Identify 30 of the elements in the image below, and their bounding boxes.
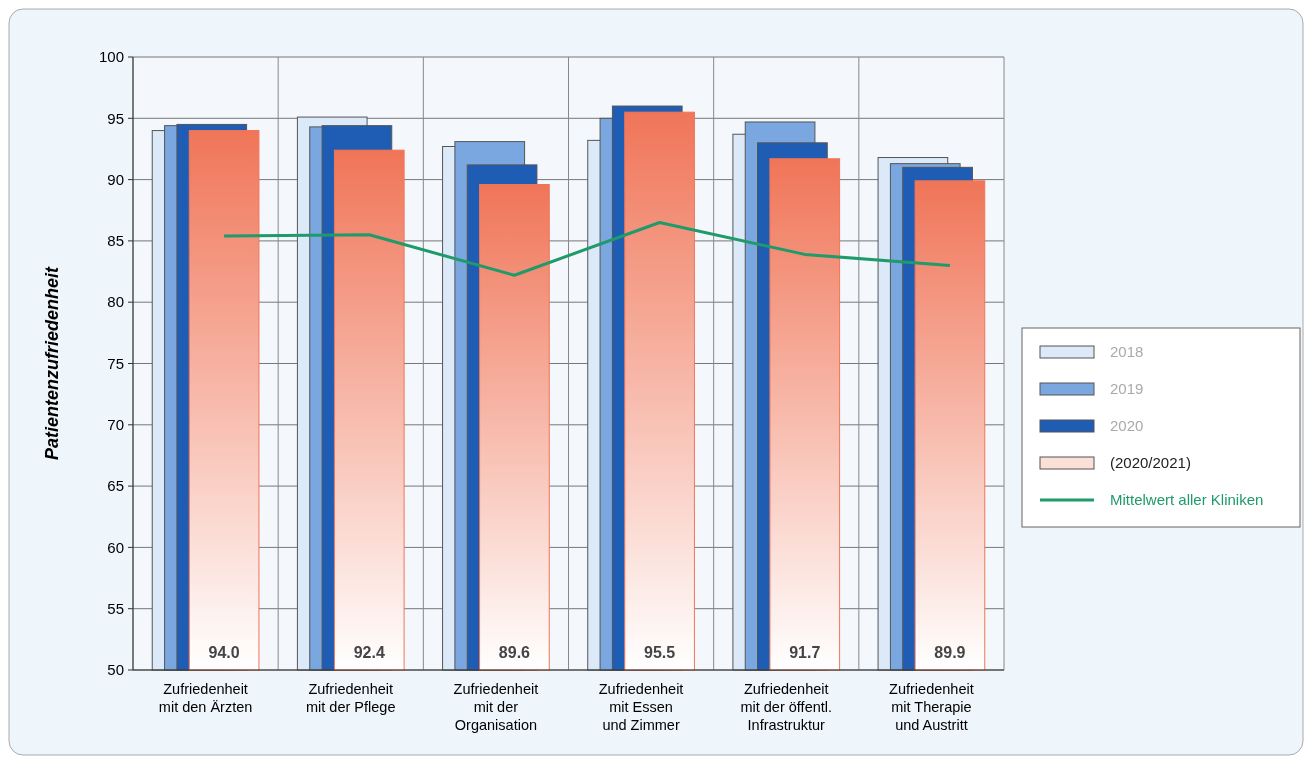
legend-label: (2020/2021) bbox=[1110, 454, 1191, 472]
legend-label: 2019 bbox=[1110, 380, 1144, 398]
x-tick-label: Zufriedenheit mit Essen und Zimmer bbox=[598, 681, 684, 733]
y-tick-label: 75 bbox=[107, 354, 124, 372]
legend-label: Mittelwert aller Kliniken bbox=[1110, 491, 1264, 509]
y-tick-label: 100 bbox=[98, 48, 124, 66]
y-tick-label: 55 bbox=[107, 599, 124, 617]
y-tick-label: 95 bbox=[107, 109, 124, 127]
data-label: 91.7 bbox=[789, 644, 821, 661]
x-tick-label: Zufriedenheit mit der öffentl. Infrastruktur bbox=[740, 681, 833, 733]
data-label: 89.9 bbox=[934, 644, 966, 661]
y-tick-label: 65 bbox=[107, 477, 124, 495]
x-tick-label: Zufriedenheit mit der Pflege bbox=[306, 681, 396, 715]
y-tick-label: 70 bbox=[107, 416, 124, 434]
legend-label: 2020 bbox=[1110, 417, 1144, 435]
x-tick-label: Zufriedenheit mit der Organisation bbox=[453, 681, 539, 733]
data-label: 92.4 bbox=[353, 644, 385, 661]
line-series bbox=[222, 221, 952, 277]
y-tick-label: 90 bbox=[107, 170, 124, 188]
data-label: 89.6 bbox=[498, 644, 531, 661]
y-tick-label: 85 bbox=[107, 232, 124, 250]
x-tick-label: Zufriedenheit mit Therapie und Austritt bbox=[889, 681, 974, 733]
data-label: 94.0 bbox=[208, 644, 240, 661]
y-tick-label: 60 bbox=[107, 538, 124, 556]
y-tick-label: 50 bbox=[107, 661, 124, 679]
y-axis-title: Patientenzufriedenheit bbox=[42, 265, 62, 461]
y-tick-label: 80 bbox=[107, 293, 124, 311]
data-label: 95.5 bbox=[644, 644, 676, 661]
x-tick-label: Zufriedenheit mit den Ärzten bbox=[158, 681, 253, 715]
legend-label: 2018 bbox=[1110, 343, 1144, 361]
